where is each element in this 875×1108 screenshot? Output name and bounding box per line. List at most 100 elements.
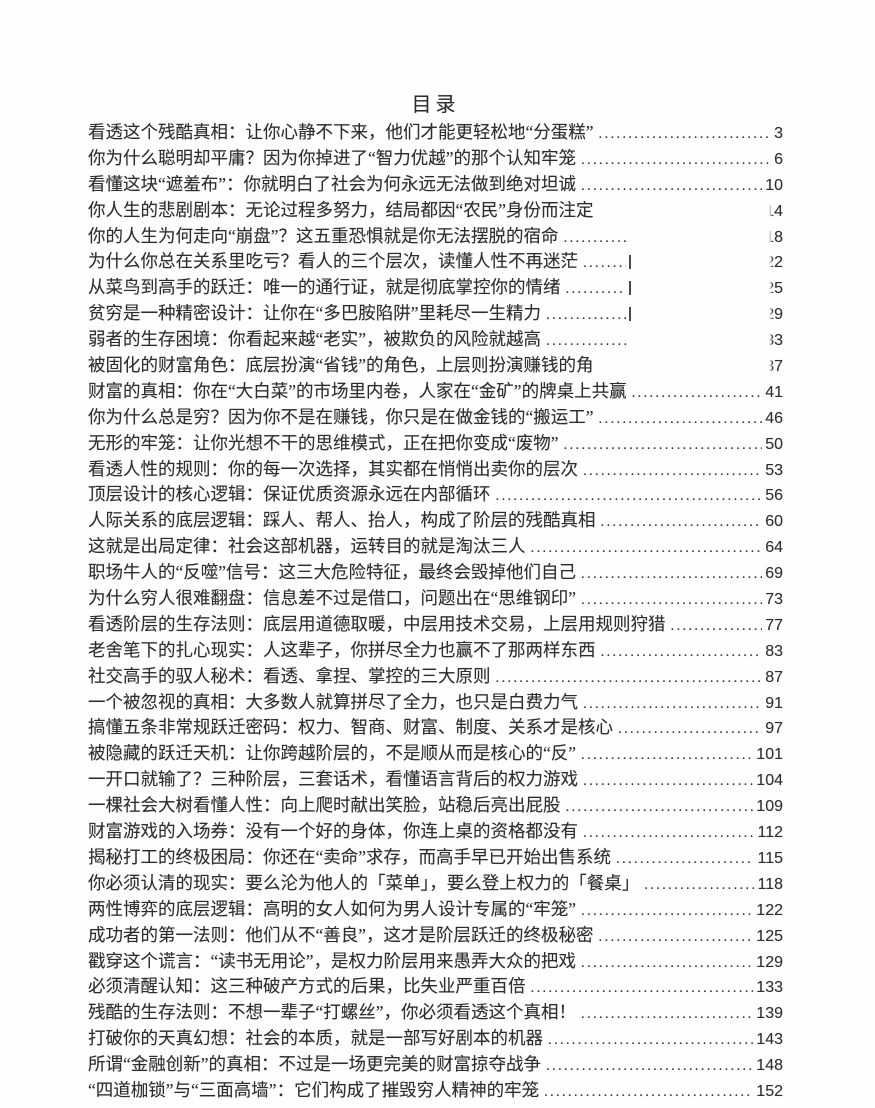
toc-entry-page: 33 [765,332,783,350]
toc-entry: 所谓“金融创新”的真相：不过是一场更完美的财富掠夺战争 ............… [88,1052,783,1078]
toc-entry-page: 10 [765,176,783,194]
toc-entry-page: 87 [765,668,783,686]
toc-entry-title: 搞懂五条非常规跃迁密码：权力、智商、财富、制度、关系才是核心 [88,717,613,738]
artifact-bar-icon [629,307,632,322]
toc-entry-title: 一棵社会大树看懂人性：向上爬时献出笑脸，站稳后亮出屁股 [88,795,561,816]
toc-entry-page: 83 [765,642,783,660]
toc-entry-title: 你必须认清的现实：要么沦为他人的「菜单」，要么登上权力的「餐桌」 [88,872,640,893]
toc-entry-title: 看懂这块“遮羞布”：你就明白了社会为何永远无法做到绝对坦诚 [88,173,577,194]
toc-entry-page: 152 [756,1082,783,1100]
dot-leader: ........................................… [530,540,763,557]
toc-entry: 成功者的第一法则：他们从不“善良”，这才是阶层跃迁的终极秘密 .........… [88,923,783,949]
dot-leader: ........................................… [670,617,763,634]
toc-entry-title: 你为什么总是穷？因为你不是在赚钱，你只是在做金钱的“搬运工” [88,406,594,427]
toc-entry-page: 37 [765,358,783,376]
dot-leader: ........................................… [598,928,754,945]
dot-leader: ........................................… [495,488,763,505]
toc-entry: 揭秘打工的终极困局：你还在“卖命”求存，而高手早已开始出售系统 ........… [88,845,783,871]
toc-list: 看透这个残酷真相：让你心静不下来，他们才能更轻松地“分蛋糕” .........… [88,120,783,1104]
artifact-bar-icon [629,255,632,270]
toc-entry: “四道枷锁”与“三面高墙”：它们构成了摧毁穷人精神的牢笼 ...........… [88,1078,783,1104]
toc-entry: 被隐藏的跃迁天机：让你跨越阶层的，不是顺从而是核心的“反” ..........… [88,741,783,767]
dot-leader: ........................................… [546,333,630,350]
toc-entry-page: 139 [756,1005,783,1023]
toc-entry-title: 你人生的悲剧剧本：无论过程多努力，结局都因“农民”身份而注定 [88,199,594,220]
toc-entry: 戳穿这个谎言：“读书无用论”，是权力阶层用来愚弄大众的把戏 ..........… [88,949,783,975]
dot-leader: ........................................… [598,126,772,142]
toc-entry-page: 6 [774,150,783,168]
toc-entry-title: 揭秘打工的终极困局：你还在“卖命”求存，而高手早已开始出售系统 [88,846,612,867]
toc-entry: 你的人生为何走向“崩盘”？这五重恐惧就是你无法摆脱的宿命 ...........… [88,224,783,250]
dot-leader: ........................................… [548,1032,753,1049]
dot-leader: ........................................… [546,1058,753,1075]
dot-leader: ........................................… [583,462,762,479]
toc-entry-page: 50 [765,435,783,453]
toc-entry-title: 一开口就输了？三种阶层，三套话术，看懂语言背后的权力游戏 [88,769,578,790]
toc-entry-title: 残酷的生存法则：不想一辈子“打螺丝”，你必须看透这个真相！ [88,1002,577,1023]
dot-leader: ........................................… [581,592,762,609]
toc-entry-page: 14 [765,202,783,220]
dot-leader: ........................................… [618,721,762,738]
toc-entry-page: 97 [765,720,783,738]
toc-entry-title: 看透这个残酷真相：让你心静不下来，他们才能更轻松地“分蛋糕” [88,122,594,142]
toc-entry-page: 91 [765,694,783,712]
toc-entry-page: 129 [756,953,783,971]
toc-entry-title: 两性博弈的底层逻辑：高明的女人如何为男人设计专属的“牢笼” [88,898,577,919]
toc-entry-page: 18 [765,228,783,246]
toc-entry: 搞懂五条非常规跃迁密码：权力、智商、财富、制度、关系才是核心 .........… [88,715,783,741]
dot-leader: ........................................… [583,773,753,790]
toc-entry-page: 69 [765,565,783,583]
dot-leader: ........................................… [644,876,754,893]
dot-leader: ........................................… [581,902,754,919]
toc-entry-title: 从菜鸟到高手的跃迁：唯一的通行证，就是彻底掌控你的情绪 [88,277,561,298]
toc-entry-page: 22 [765,254,783,272]
artifact-bar-icon [629,281,632,296]
toc-entry-page: 125 [756,927,783,945]
toc-entry-title: 财富游戏的入场券：没有一个好的身体，你连上桌的资格都没有 [88,821,578,842]
toc-entry-page: 60 [765,513,783,531]
toc-entry-title: 一个被忽视的真相：大多数人就算拼尽了全力，也只是白费力气 [88,691,578,712]
toc-entry-page: 115 [757,849,783,867]
dot-leader: ........................................… [583,255,626,272]
toc-entry-title: 社交高手的驭人秘术：看透、拿捏、掌控的三大原则 [88,665,491,686]
toc-entry-page: 56 [765,487,783,505]
dot-leader: ........................................… [581,566,762,583]
toc-entry-title: 看透人性的规则：你的每一次选择，其实都在悄悄出卖你的层次 [88,458,578,479]
toc-entry: 为什么穷人很难翻盘：信息差不过是借口，问题出在“思维钢印” ..........… [88,586,783,612]
dot-leader: ........................................… [600,514,763,531]
toc-entry: 打破你的天真幻想：社会的本质，就是一部写好剧本的机器 .............… [88,1026,783,1052]
toc-entry-title: 人际关系的底层逻辑：踩人、帮人、抬人，构成了阶层的残酷真相 [88,510,596,531]
toc-entry-title: 财富的真相：你在“大白菜”的市场里内卷，人家在“金矿”的牌桌上共赢 [88,380,627,401]
toc-entry-title: 顶层设计的核心逻辑：保证优质资源永远在内部循环 [88,484,491,505]
toc-entry-title: 弱者的生存困境：你看起来越“老实”，被欺负的风险就越高 [88,329,542,350]
toc-entry-title: 为什么穷人很难翻盘：信息差不过是借口，问题出在“思维钢印” [88,588,577,609]
toc-entry: 为什么你总在关系里吃亏？看人的三个层次，读懂人性不再迷茫 ...........… [88,249,783,275]
toc-entry-page: 122 [756,901,783,919]
toc-entry-title: 打破你的天真幻想：社会的本质，就是一部写好剧本的机器 [88,1028,543,1049]
toc-entry-page: 73 [765,591,783,609]
toc-entry: 你为什么聪明却平庸？因为你掉进了“智力优越”的那个认知牢笼 ..........… [88,146,783,172]
toc-entry-page: 3 [774,125,783,142]
toc-entry: 被固化的财富角色：底层扮演“省钱”的角色，上层则扮演赚钱的角 37 [88,353,783,379]
toc-entry-title: 成功者的第一法则：他们从不“善良”，这才是阶层跃迁的终极秘密 [88,924,594,945]
toc-entry: 你为什么总是穷？因为你不是在赚钱，你只是在做金钱的“搬运工” .........… [88,405,783,431]
toc-entry: 残酷的生存法则：不想一辈子“打螺丝”，你必须看透这个真相！ ..........… [88,1000,783,1026]
toc-entry-title: 无形的牢笼：让你光想不干的思维模式，正在把你变成“废物” [88,432,559,453]
toc-entry: 顶层设计的核心逻辑：保证优质资源永远在内部循环 ................… [88,482,783,508]
toc-entry: 人际关系的底层逻辑：踩人、帮人、抬人，构成了阶层的残酷真相 ..........… [88,508,783,534]
toc-entry-page: 25 [765,280,783,298]
toc-entry: 必须清醒认知：这三种破产方式的后果，比失业严重百倍 ..............… [88,974,783,1000]
dot-leader: ........................................… [563,229,631,246]
toc-entry-title: 所谓“金融创新”的真相：不过是一场更完美的财富掠夺战争 [88,1054,542,1075]
toc-entry-page: 53 [765,461,783,479]
dot-leader: ........................................… [581,151,772,168]
toc-entry-page: 143 [756,1031,783,1049]
toc-entry: 贫穷是一种精密设计：让你在“多巴胺陷阱”里耗尽一生精力 ............… [88,301,783,327]
toc-entry: 老舍笔下的扎心现实：人这辈子，你拼尽全力也赢不了那两样东西 ..........… [88,638,783,664]
dot-leader: ........................................… [581,747,754,764]
toc-entry: 两性博弈的底层逻辑：高明的女人如何为男人设计专属的“牢笼” ..........… [88,897,783,923]
toc-entry-title: 老舍笔下的扎心现实：人这辈子，你拼尽全力也赢不了那两样东西 [88,639,596,660]
dot-leader: ........................................… [563,436,763,453]
toc-entry-page: 101 [756,746,783,764]
